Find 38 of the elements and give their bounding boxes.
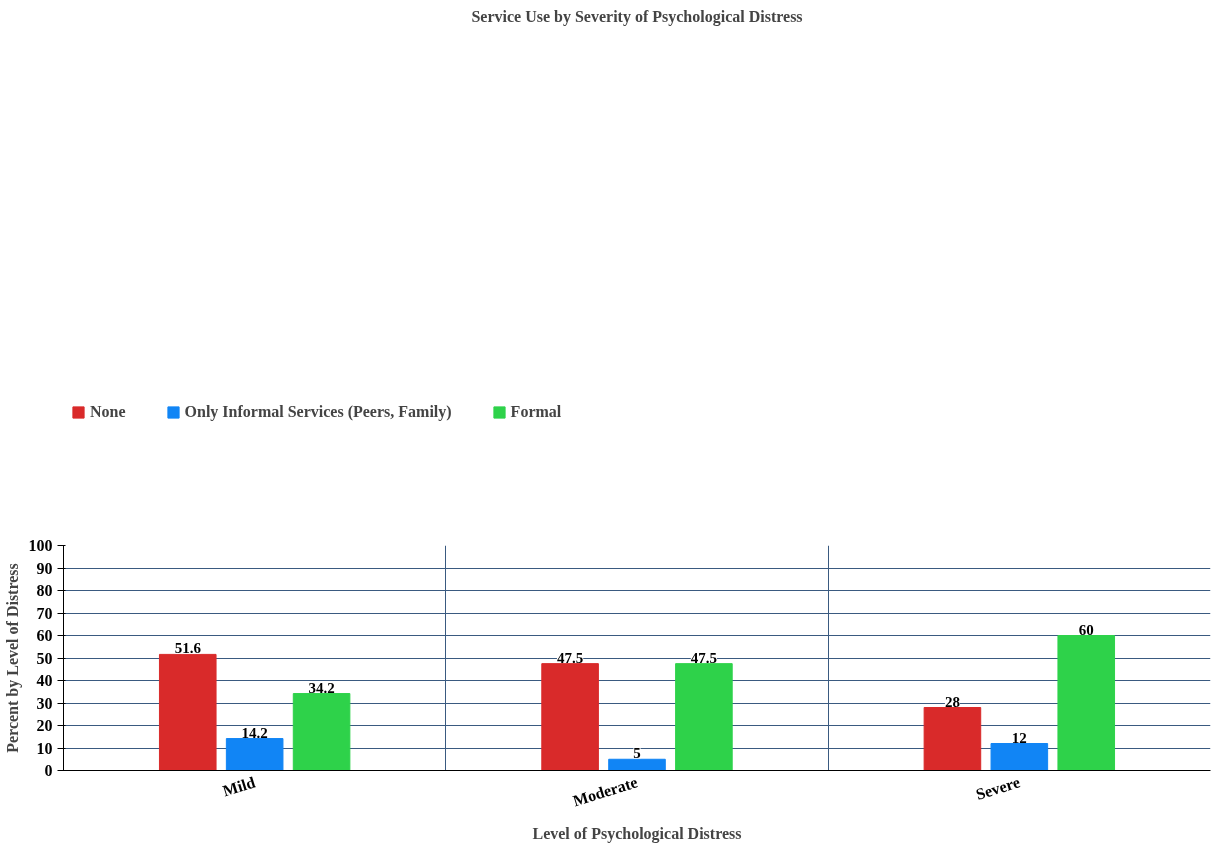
- y-tick-label: 70: [36, 604, 53, 622]
- bar: [1057, 635, 1116, 771]
- data-label: 47.5: [690, 649, 718, 666]
- y-tick-label: 30: [36, 694, 53, 712]
- data-label: 12: [1011, 729, 1027, 746]
- y-tick-label: 20: [36, 717, 53, 734]
- y-tick-label: 90: [36, 559, 53, 577]
- y-tick-label: 60: [36, 627, 53, 644]
- y-tick-label: 80: [36, 582, 53, 599]
- legend-label: Formal: [510, 402, 562, 421]
- bar: [923, 707, 982, 771]
- bar: [225, 738, 284, 771]
- legend-label: Only Informal Services (Peers, Family): [184, 402, 452, 421]
- x-axis-title: Level of Psychological Distress: [532, 825, 742, 844]
- bar: [675, 663, 733, 771]
- bar: [608, 758, 666, 771]
- data-label: 28: [944, 693, 960, 710]
- x-tick-label: Mild: [220, 773, 258, 800]
- y-tick-label: 50: [36, 649, 53, 667]
- y-tick-label: 10: [36, 739, 53, 757]
- data-label: 47.5: [556, 649, 584, 666]
- data-label: 5: [633, 745, 641, 762]
- data-label: 14.2: [241, 724, 268, 741]
- data-label: 51.6: [174, 640, 202, 657]
- data-label: 60: [1078, 621, 1094, 638]
- x-tick-label: Moderate: [570, 773, 640, 810]
- data-label: 34.2: [308, 679, 335, 696]
- bar: [541, 663, 599, 771]
- x-tick-label: Severe: [973, 773, 1022, 803]
- bar: [292, 693, 351, 771]
- y-tick-label: 0: [44, 762, 53, 779]
- bar: [990, 743, 1049, 771]
- bar: [158, 653, 217, 771]
- y-tick-label: 40: [36, 672, 53, 689]
- y-tick-label: 100: [28, 537, 53, 554]
- legend-label: None: [90, 402, 126, 421]
- chart-title: Service Use by Severity of Psychological Distress: [471, 7, 803, 26]
- y-axis-title: Percent by Level of Distress: [3, 563, 22, 753]
